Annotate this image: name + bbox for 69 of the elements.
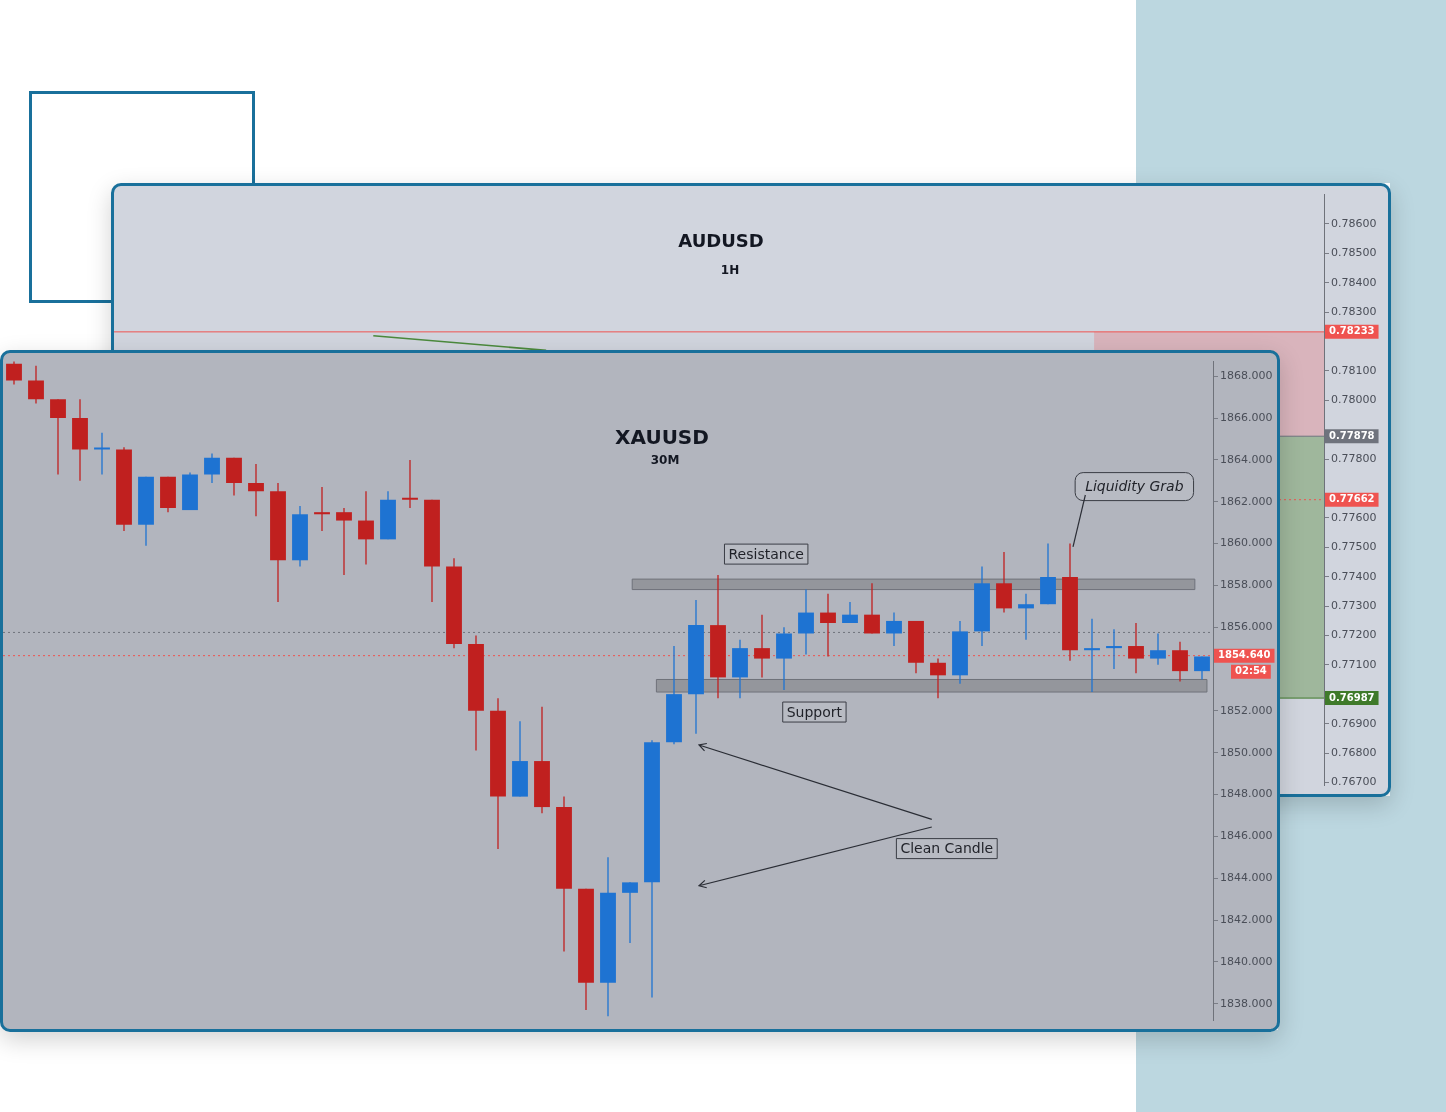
candlestick <box>1194 655 1210 681</box>
candlestick <box>6 360 22 386</box>
y-tick-label: 1856.000 <box>1220 620 1273 634</box>
ref-line-label: 1854.640 <box>1218 649 1271 661</box>
y-tick-label: 0.77600 <box>1331 510 1377 524</box>
text: AUDUSD <box>678 230 764 252</box>
text: XAUUSD <box>615 424 709 449</box>
y-tick-label: 0.78500 <box>1331 246 1377 260</box>
candlestick <box>864 582 880 635</box>
candlestick <box>336 507 352 576</box>
candlestick <box>204 452 220 484</box>
y-tick-label: 0.78100 <box>1331 363 1377 377</box>
ref-line-label: 0.77662 <box>1329 493 1375 505</box>
y-tick-label: 0.76900 <box>1331 716 1377 730</box>
candlestick <box>798 588 814 656</box>
candlestick <box>358 490 374 566</box>
y-tick-label: 0.78300 <box>1331 305 1377 319</box>
band-label: Support <box>786 703 843 720</box>
y-tick-label: 1850.000 <box>1220 745 1273 759</box>
y-tick-label: 1848.000 <box>1220 787 1273 801</box>
y-tick-label: 0.77100 <box>1331 657 1377 671</box>
candlestick <box>754 614 770 679</box>
candlestick <box>886 611 902 647</box>
candlestick <box>28 365 44 405</box>
candlestick <box>1128 622 1144 674</box>
candlestick <box>1106 628 1122 670</box>
y-tick-label: 0.77500 <box>1331 540 1377 554</box>
candlestick <box>1018 593 1034 641</box>
y-tick-label: 1868.000 <box>1220 369 1273 383</box>
y-tick-label: 0.76700 <box>1331 775 1377 789</box>
ref-line-label: 0.76987 <box>1329 691 1375 703</box>
y-tick-label: 0.77800 <box>1331 452 1377 465</box>
y-tick-label: 0.78600 <box>1331 216 1377 230</box>
y-tick-label: 1844.000 <box>1220 871 1273 885</box>
y-tick-label: 0.77400 <box>1331 569 1377 583</box>
text: 30M <box>650 452 680 467</box>
y-tick-label: 1846.000 <box>1220 829 1273 843</box>
candlestick <box>1150 632 1166 666</box>
candlestick <box>50 398 66 476</box>
ref-line-label: 0.77878 <box>1329 429 1375 441</box>
y-tick-label: 1866.000 <box>1220 410 1273 424</box>
candlestick <box>1172 641 1188 683</box>
ref-line-label: 0.78233 <box>1329 325 1375 337</box>
y-tick-label: 0.77200 <box>1331 628 1377 642</box>
y-tick-label: 1842.000 <box>1220 912 1273 926</box>
annotation: Clean Candle <box>900 840 994 857</box>
candlestick <box>248 463 264 518</box>
text: 1H <box>720 262 740 277</box>
annotation: 02:54 <box>1235 665 1267 677</box>
candlestick <box>402 459 418 509</box>
y-tick-label: 0.76800 <box>1331 745 1377 759</box>
candlestick <box>314 486 330 532</box>
y-tick-label: 0.77300 <box>1331 598 1377 612</box>
candlestick <box>820 593 836 658</box>
y-tick-label: 0.78000 <box>1331 393 1377 407</box>
y-tick-label: 1860.000 <box>1220 536 1273 550</box>
y-tick-label: 1838.000 <box>1220 996 1273 1010</box>
y-tick-label: 1858.000 <box>1220 578 1273 592</box>
candlestick <box>94 432 110 476</box>
candlestick <box>930 657 946 699</box>
y-tick-label: 1864.000 <box>1220 452 1273 466</box>
y-tick-label: 1862.000 <box>1220 494 1273 508</box>
candlestick <box>1084 618 1100 693</box>
y-tick-label: 0.78400 <box>1331 275 1377 289</box>
annotation: Liquidity Grab <box>1085 478 1184 495</box>
candlestick <box>622 881 638 944</box>
band-label: Resistance <box>728 545 804 562</box>
y-tick-label: 1852.000 <box>1220 703 1273 717</box>
y-tick-label: 1840.000 <box>1220 954 1273 968</box>
